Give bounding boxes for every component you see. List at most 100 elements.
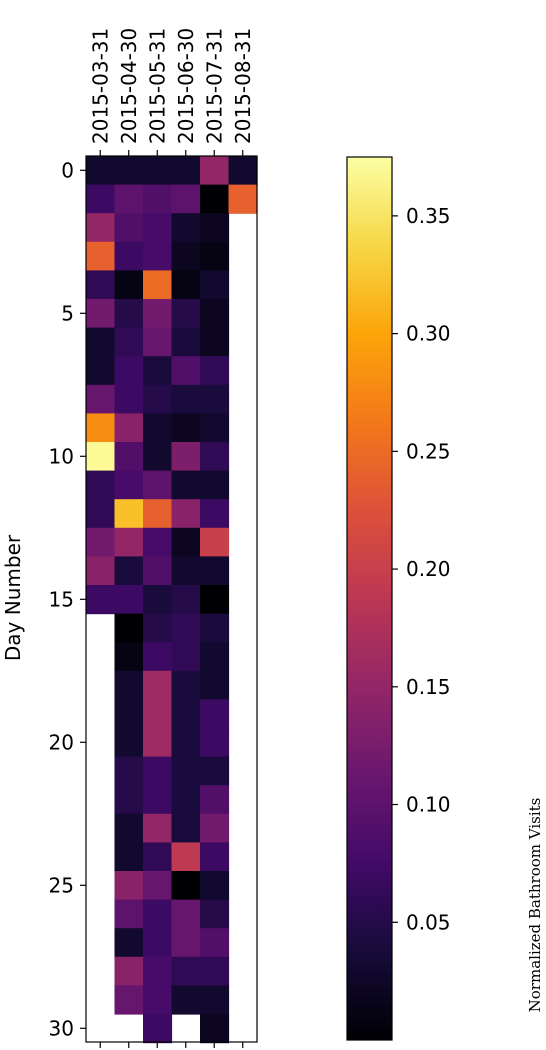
- heatmap-cell: [114, 499, 144, 529]
- heatmap-cell: [86, 356, 116, 386]
- heatmap-cell: [171, 642, 201, 672]
- heatmap-cell: [86, 499, 116, 529]
- heatmap-cell: [114, 871, 144, 901]
- y-tick-label: 5: [61, 301, 74, 325]
- heatmap-cell: [228, 184, 258, 214]
- heatmap-cell: [114, 613, 144, 643]
- heatmap-cell: [114, 213, 144, 243]
- heatmap-cell: [143, 842, 173, 872]
- heatmap-cell: [200, 442, 230, 472]
- heatmap-cell: [114, 384, 144, 414]
- heatmap-cell: [143, 527, 173, 557]
- heatmap-cell: [171, 213, 201, 243]
- heatmap-cell: [171, 785, 201, 815]
- heatmap-cell: [228, 156, 258, 186]
- heatmap-cell: [114, 270, 144, 300]
- heatmap-cell: [143, 499, 173, 529]
- heatmap-cell: [171, 270, 201, 300]
- heatmap-cell: [143, 1014, 173, 1044]
- heatmap-cell: [200, 842, 230, 872]
- heatmap-cell: [171, 356, 201, 386]
- y-axis-ticks: 0 5 10 15 20 25 30: [49, 158, 86, 1040]
- heatmap-cell: [200, 327, 230, 357]
- heatmap-cell: [200, 642, 230, 672]
- heatmap-cell: [143, 785, 173, 815]
- heatmap-cell: [200, 270, 230, 300]
- heatmap-cell: [200, 728, 230, 758]
- heatmap-cell: [171, 442, 201, 472]
- heatmap-cell: [143, 756, 173, 786]
- x-tick-label: 2015-03-31: [88, 28, 112, 144]
- heatmap-cell: [143, 156, 173, 186]
- heatmap-cell: [143, 699, 173, 729]
- heatmap-cell: [143, 213, 173, 243]
- heatmap-cell: [114, 985, 144, 1015]
- heatmap-cell: [171, 499, 201, 529]
- colorbar-tick-label: 0.20: [406, 557, 451, 581]
- heatmap-cell: [86, 413, 116, 443]
- heatmap-cell: [200, 299, 230, 329]
- colorbar-title: Normalized Bathroom Visits: [526, 798, 544, 1013]
- heatmap-cell: [200, 184, 230, 214]
- x-tick-label: 2015-07-31: [202, 28, 226, 144]
- heatmap-cell: [86, 184, 116, 214]
- heatmap-cell: [171, 585, 201, 615]
- heatmap-cell: [114, 470, 144, 500]
- heatmap-cell: [200, 613, 230, 643]
- heatmap-cell: [114, 956, 144, 986]
- heatmap-cell: [114, 184, 144, 214]
- heatmap-cell: [171, 184, 201, 214]
- heatmap-cell: [143, 985, 173, 1015]
- heatmap-cell: [171, 384, 201, 414]
- heatmap-cell: [171, 928, 201, 958]
- y-tick-label: 15: [49, 587, 74, 611]
- heatmap-cell: [143, 585, 173, 615]
- heatmap-cell: [200, 413, 230, 443]
- heatmap-cell: [171, 985, 201, 1015]
- heatmap-cell: [86, 270, 116, 300]
- colorbar-tick-label: 0.15: [406, 675, 451, 699]
- heatmap-cell: [171, 670, 201, 700]
- heatmap-cells: [86, 156, 258, 1044]
- x-tick-label: 2015-04-30: [117, 28, 141, 144]
- heatmap-cell: [171, 241, 201, 271]
- heatmap-cell: [114, 156, 144, 186]
- colorbar-tick-label: 0.35: [406, 204, 451, 228]
- heatmap-cell: [114, 327, 144, 357]
- heatmap-cell: [143, 384, 173, 414]
- colorbar: [346, 156, 393, 1041]
- heatmap-cell: [114, 556, 144, 586]
- x-axis-ticks: 2015-03-31 2015-04-30 2015-05-31 2015-06-30…: [88, 28, 255, 1048]
- heatmap-cell: [143, 184, 173, 214]
- heatmap-cell: [143, 670, 173, 700]
- heatmap-cell: [114, 785, 144, 815]
- heatmap-cell: [171, 956, 201, 986]
- heatmap-cell: [200, 556, 230, 586]
- heatmap-cell: [143, 728, 173, 758]
- heatmap-cell: [200, 785, 230, 815]
- heatmap-cell: [143, 956, 173, 986]
- heatmap-cell: [200, 241, 230, 271]
- heatmap-cell: [86, 241, 116, 271]
- heatmap-cell: [86, 156, 116, 186]
- heatmap-cell: [171, 413, 201, 443]
- heatmap-cell: [114, 842, 144, 872]
- heatmap-cell: [200, 527, 230, 557]
- heatmap-cell: [143, 270, 173, 300]
- y-axis-title: Day Number: [1, 534, 25, 661]
- y-tick-label: 20: [49, 730, 74, 754]
- heatmap-cell: [171, 470, 201, 500]
- heatmap-cell: [171, 842, 201, 872]
- heatmap-cell: [143, 241, 173, 271]
- heatmap-cell: [114, 527, 144, 557]
- heatmap-cell: [200, 813, 230, 843]
- heatmap-cell: [200, 156, 230, 186]
- heatmap-cell: [200, 670, 230, 700]
- heatmap-cell: [114, 241, 144, 271]
- y-tick-label: 30: [49, 1016, 74, 1040]
- x-tick-label: 2015-08-31: [231, 28, 255, 144]
- heatmap-cell: [114, 585, 144, 615]
- heatmap-cell: [171, 899, 201, 929]
- x-tick-label: 2015-05-31: [145, 28, 169, 144]
- heatmap-cell: [200, 699, 230, 729]
